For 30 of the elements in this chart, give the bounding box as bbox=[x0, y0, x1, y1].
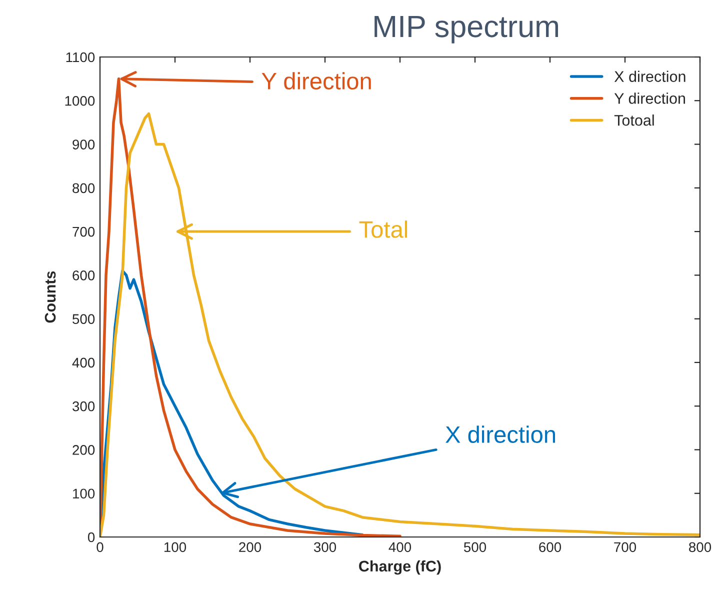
annotation: Y direction bbox=[262, 72, 371, 90]
legend-label: X direction bbox=[614, 70, 686, 82]
y-tick-label: 400 bbox=[72, 358, 95, 368]
x-tick-label: 0 bbox=[96, 542, 104, 552]
x-tick-label: 700 bbox=[614, 542, 636, 552]
y-tick-label: 900 bbox=[72, 140, 95, 150]
y-tick-label: 500 bbox=[72, 314, 95, 324]
y-tick-label: 1000 bbox=[65, 96, 95, 106]
y-axis-title: Counts bbox=[44, 271, 56, 323]
y-tick-label: 700 bbox=[72, 226, 95, 237]
y-tick-label: 600 bbox=[72, 270, 95, 280]
legend-label: Totoal bbox=[614, 114, 654, 126]
y-tick-label: 0 bbox=[88, 532, 95, 542]
x-axis-title: Charge (fC) bbox=[359, 560, 441, 575]
y-tick-label: 300 bbox=[72, 401, 95, 412]
y-tick-label: 800 bbox=[72, 183, 95, 194]
annotation: Total bbox=[359, 220, 408, 238]
x-tick-label: 100 bbox=[164, 542, 186, 552]
legend-label: Y direction bbox=[614, 92, 685, 104]
y-tick-label: 200 bbox=[72, 445, 95, 455]
x-tick-label: 300 bbox=[314, 542, 336, 552]
annotation: X direction bbox=[446, 426, 556, 443]
y-tick-label: 100 bbox=[73, 488, 95, 499]
x-tick-label: 500 bbox=[464, 542, 486, 552]
x-tick-label: 600 bbox=[539, 542, 562, 552]
chart-title: MIP spectrum bbox=[374, 16, 558, 44]
x-tick-label: 200 bbox=[239, 542, 262, 552]
x-tick-label: 800 bbox=[689, 542, 712, 552]
y-tick-label: 1100 bbox=[66, 52, 95, 62]
x-tick-label: 400 bbox=[388, 542, 412, 552]
